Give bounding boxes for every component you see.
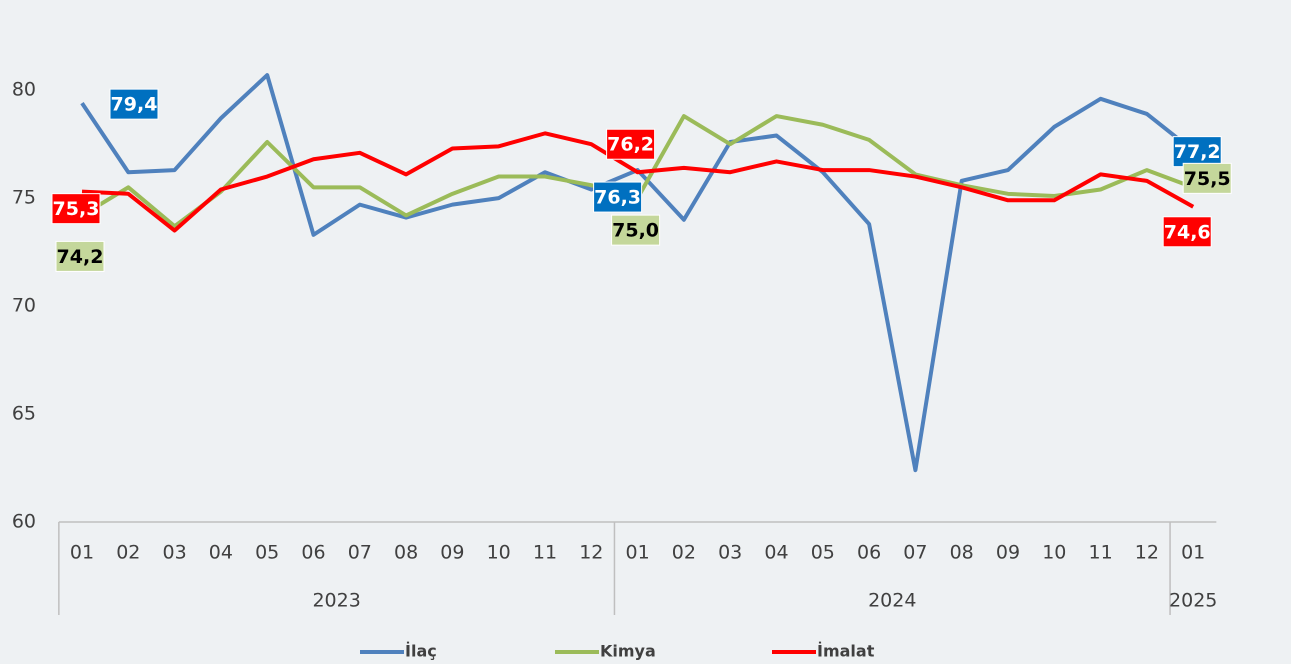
x-tick-label: 06: [301, 542, 325, 564]
x-tick-label: 07: [903, 542, 927, 564]
x-tick-label: 01: [1181, 542, 1205, 564]
x-tick-label: 08: [394, 542, 418, 564]
series-line: [81, 131, 1195, 233]
y-tick-label: 70: [12, 295, 36, 317]
x-tick-label: 03: [163, 542, 187, 564]
y-tick-label: 60: [12, 511, 36, 533]
x-tick-label: 02: [672, 542, 696, 564]
value-label-box: [109, 88, 159, 120]
value-label-text: 75,0: [612, 220, 659, 242]
x-tick-label: 09: [996, 542, 1020, 564]
value-label-box: [593, 181, 643, 213]
x-tick-label: 11: [533, 542, 557, 564]
value-label: 77,2: [1172, 136, 1222, 168]
x-tick-label: 04: [209, 542, 233, 564]
legend-label: İlaç: [405, 642, 437, 661]
x-tick-label: 05: [811, 542, 835, 564]
x-tick-label: 09: [440, 542, 464, 564]
x-tick-label: 03: [718, 542, 742, 564]
value-label-text: 75,5: [1184, 168, 1231, 190]
value-label-text: 76,2: [607, 134, 654, 156]
value-label: 74,2: [55, 240, 105, 272]
x-tick-label: 01: [626, 542, 650, 564]
value-label: 75,5: [1182, 162, 1232, 194]
x-tick-label: 10: [487, 542, 511, 564]
value-label: 75,0: [611, 214, 661, 246]
x-tick-label: 12: [1135, 542, 1159, 564]
value-label-text: 74,2: [57, 246, 104, 268]
value-label-box: [51, 193, 101, 225]
value-label-box: [611, 214, 661, 246]
x-tick-label: 06: [857, 542, 881, 564]
x-group-label: 2023: [312, 590, 360, 612]
value-label-box: [1182, 162, 1232, 194]
x-group-label: 2024: [868, 590, 916, 612]
value-label-box: [1162, 216, 1212, 248]
y-tick-label: 80: [12, 79, 36, 101]
x-tick-label: 04: [764, 542, 788, 564]
x-tick-label: 02: [116, 542, 140, 564]
value-label: 74,6: [1162, 216, 1212, 248]
value-label: 79,4: [109, 88, 159, 120]
x-tick-label: 08: [950, 542, 974, 564]
value-label: 75,3: [51, 193, 101, 225]
value-label-text: 75,3: [53, 198, 100, 220]
x-tick-label: 05: [255, 542, 279, 564]
legend-label: İmalat: [817, 642, 875, 661]
value-label-text: 76,3: [594, 187, 641, 209]
x-tick-label: 07: [348, 542, 372, 564]
value-label-text: 74,6: [1164, 221, 1211, 243]
x-group-label: 2025: [1169, 590, 1217, 612]
value-label-box: [55, 240, 105, 272]
value-label-text: 79,4: [111, 94, 158, 116]
value-label: 76,2: [606, 128, 656, 160]
value-label-box: [606, 128, 656, 160]
value-label: 76,3: [593, 181, 643, 213]
x-tick-label: 11: [1089, 542, 1113, 564]
x-tick-label: 12: [579, 542, 603, 564]
value-label-text: 77,2: [1174, 141, 1221, 163]
y-tick-label: 75: [12, 187, 36, 209]
x-tick-label: 01: [70, 542, 94, 564]
legend-label: Kimya: [600, 642, 656, 661]
x-tick-label: 10: [1042, 542, 1066, 564]
y-tick-label: 65: [12, 403, 36, 425]
value-label-box: [1172, 136, 1222, 168]
